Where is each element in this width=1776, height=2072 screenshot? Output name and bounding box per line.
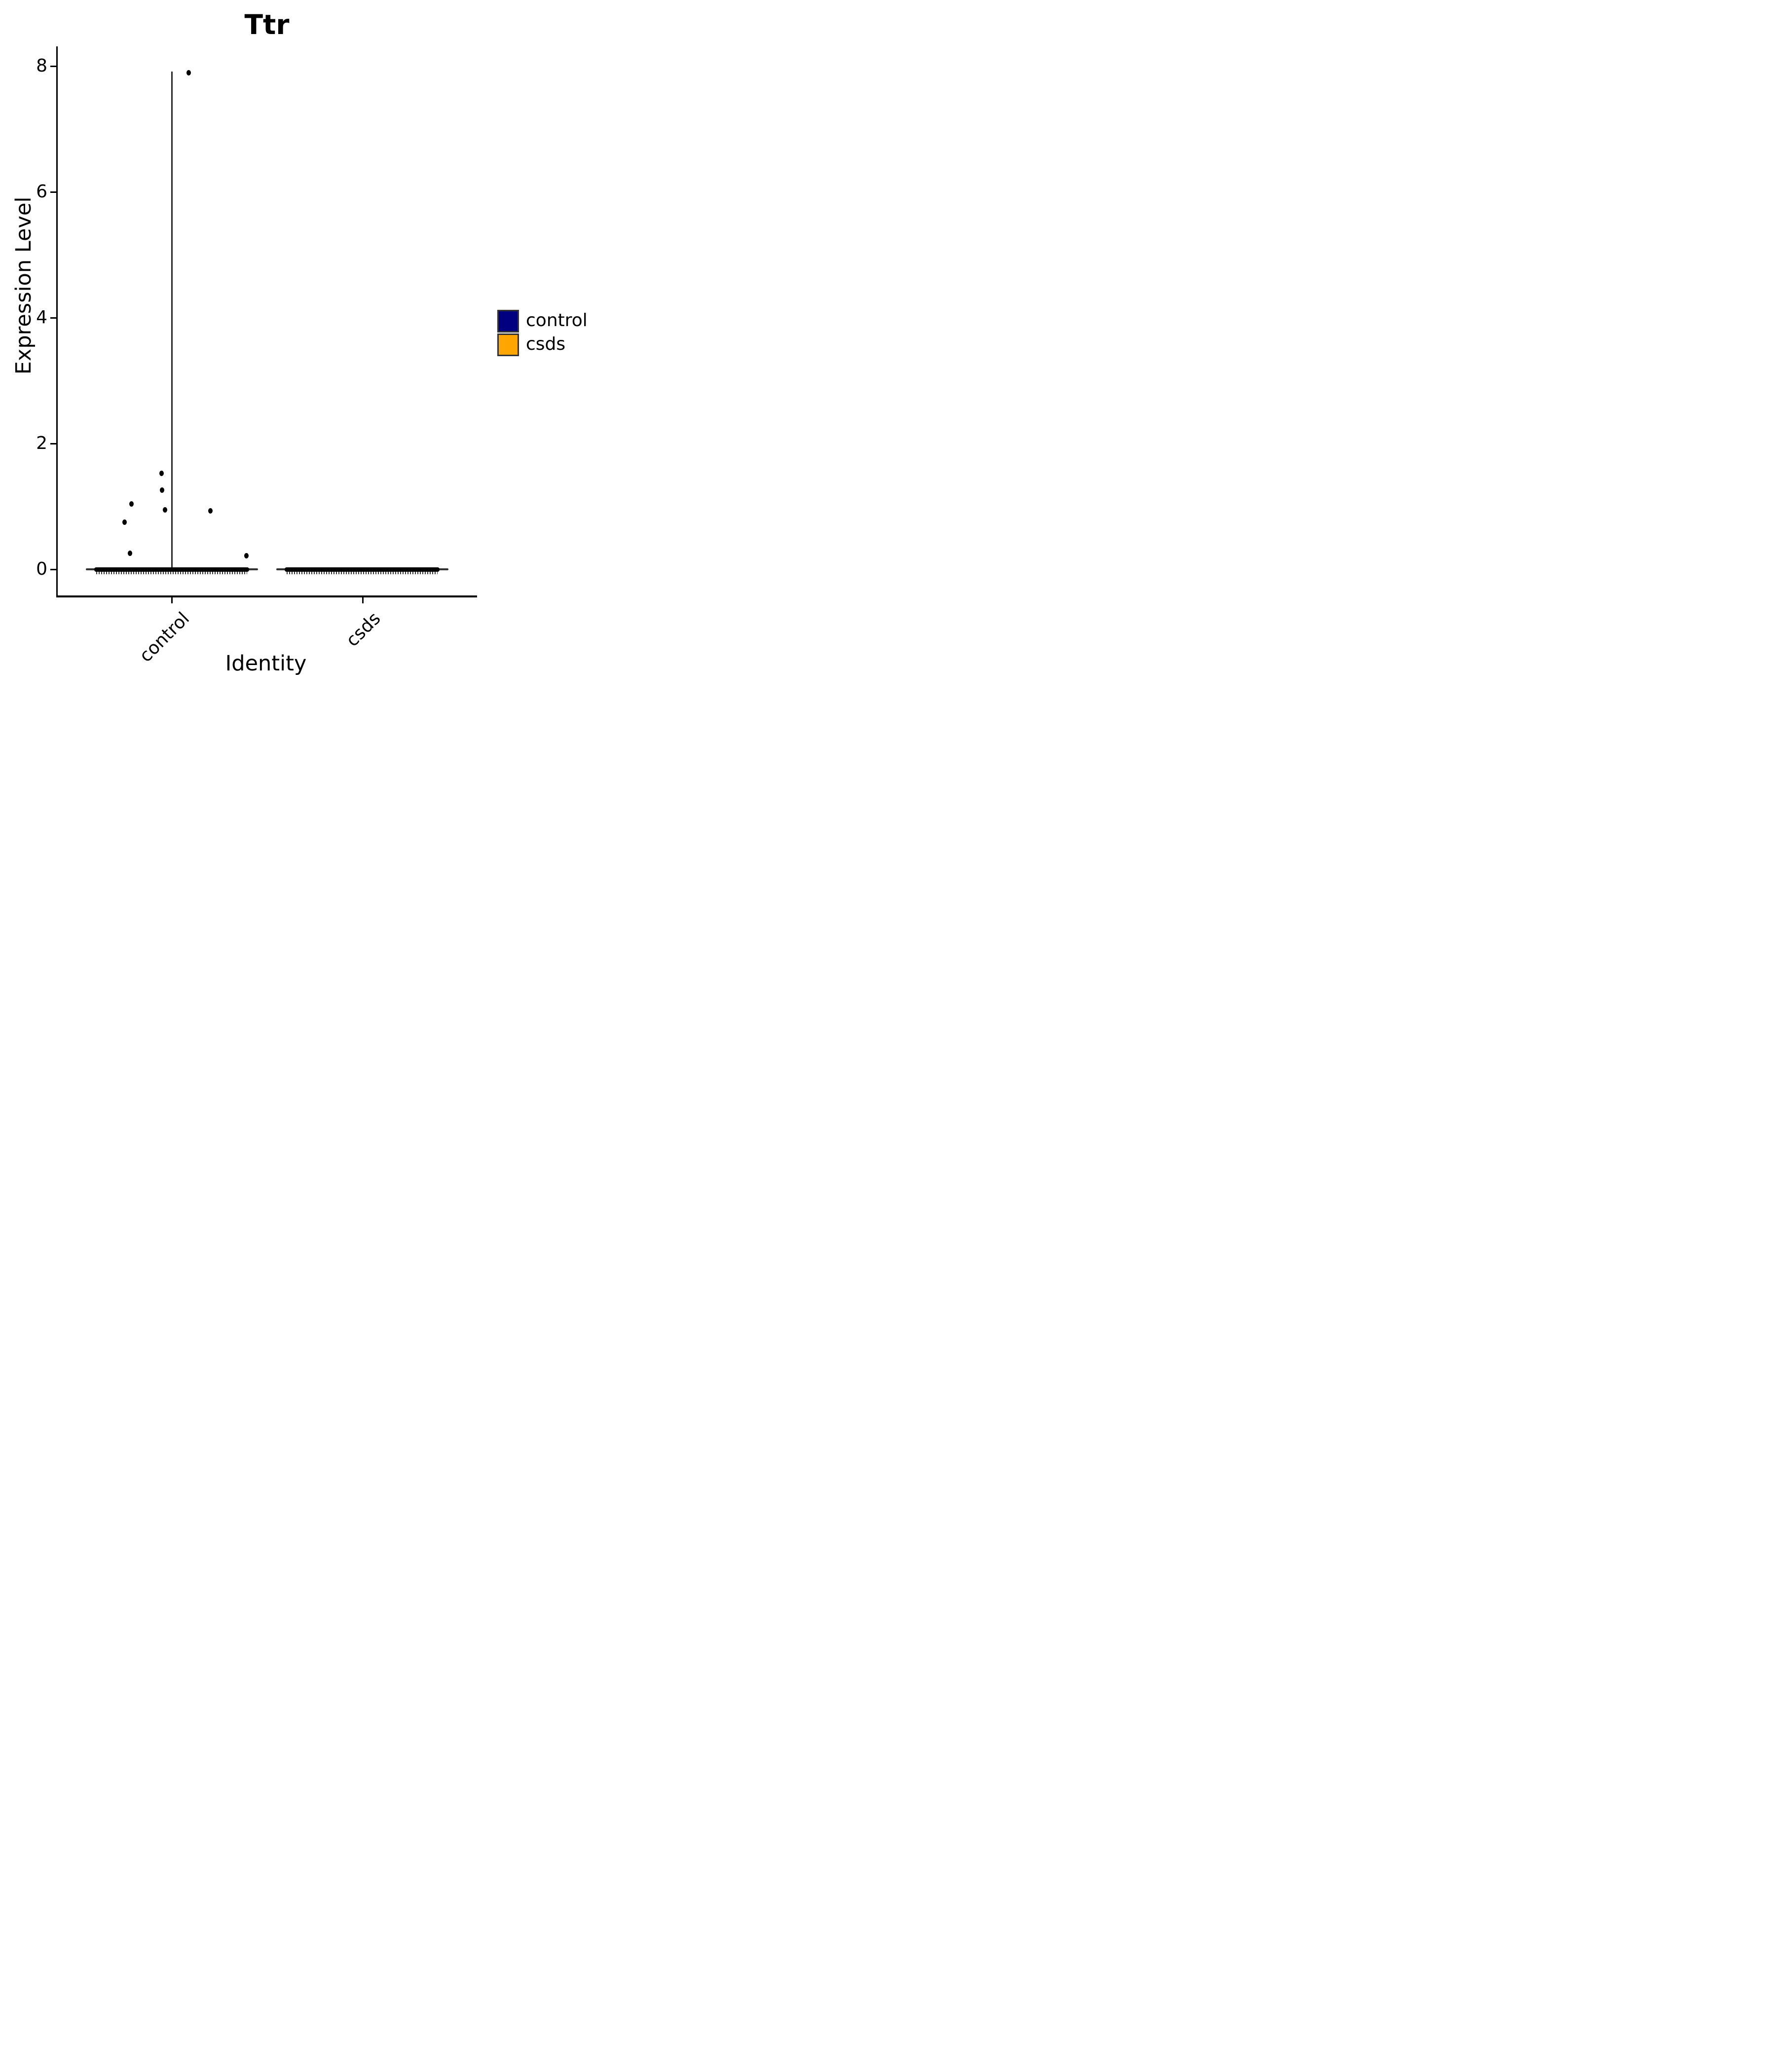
x-axis-title: Identity [225, 651, 307, 676]
x-tick-mark [171, 597, 173, 603]
legend: control csds [497, 310, 591, 364]
legend-label: csds [526, 334, 566, 354]
expression-point [122, 519, 127, 525]
y-tick-mark [50, 568, 57, 570]
y-tick-label: 6 [36, 182, 47, 202]
expression-point [127, 550, 132, 556]
y-tick-label: 4 [36, 307, 47, 328]
legend-label: control [526, 310, 588, 331]
expression-point [129, 501, 134, 507]
plot-title: Ttr [244, 9, 290, 40]
legend-key-control [497, 310, 519, 333]
x-axis-spine [56, 595, 477, 597]
zero-expression-bar [94, 567, 249, 572]
violin-spike-line [171, 71, 173, 570]
zero-expression-bar [285, 567, 440, 572]
y-tick-mark [50, 317, 57, 319]
y-tick-label: 0 [36, 559, 47, 580]
expression-point [162, 507, 167, 513]
zero-expression-jitter-fringe [96, 571, 247, 575]
y-tick-mark [50, 65, 57, 67]
y-tick-label: 2 [36, 433, 47, 454]
y-tick-mark [50, 191, 57, 193]
expression-point [159, 470, 164, 476]
expression-point [159, 487, 164, 493]
x-tick-mark [362, 597, 364, 603]
expression-point [208, 508, 213, 514]
x-tick-label: control [136, 608, 194, 666]
zero-expression-jitter-fringe [287, 571, 438, 575]
legend-key-csds [497, 333, 519, 356]
y-tick-mark [50, 443, 57, 444]
expression-point [244, 553, 249, 558]
x-tick-label: csds [342, 608, 385, 651]
plot-panel: 8 6 4 2 0 control csds [0, 0, 592, 691]
y-tick-label: 8 [36, 56, 47, 76]
y-axis-spine [56, 46, 58, 597]
violin-plot-figure: Ttr Expression Level Identity 8 6 4 2 0 contr… [0, 0, 592, 691]
expression-point [186, 70, 191, 75]
